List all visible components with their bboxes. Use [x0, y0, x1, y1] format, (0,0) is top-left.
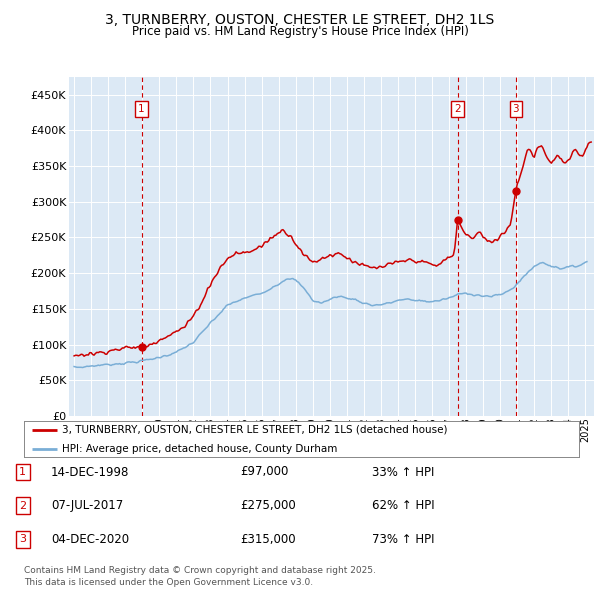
Text: 1: 1 [19, 467, 26, 477]
Text: Contains HM Land Registry data © Crown copyright and database right 2025.
This d: Contains HM Land Registry data © Crown c… [24, 566, 376, 587]
Text: 07-JUL-2017: 07-JUL-2017 [51, 499, 123, 512]
Text: 73% ↑ HPI: 73% ↑ HPI [372, 533, 434, 546]
Text: 3: 3 [512, 104, 519, 114]
Text: 04-DEC-2020: 04-DEC-2020 [51, 533, 129, 546]
Text: 62% ↑ HPI: 62% ↑ HPI [372, 499, 434, 512]
Text: Price paid vs. HM Land Registry's House Price Index (HPI): Price paid vs. HM Land Registry's House … [131, 25, 469, 38]
Text: HPI: Average price, detached house, County Durham: HPI: Average price, detached house, Coun… [62, 444, 337, 454]
Text: 3: 3 [19, 535, 26, 544]
Text: £275,000: £275,000 [240, 499, 296, 512]
Text: 2: 2 [19, 501, 26, 510]
Text: 1: 1 [139, 104, 145, 114]
Text: 3, TURNBERRY, OUSTON, CHESTER LE STREET, DH2 1LS: 3, TURNBERRY, OUSTON, CHESTER LE STREET,… [106, 13, 494, 27]
Text: £315,000: £315,000 [240, 533, 296, 546]
Text: 2: 2 [454, 104, 461, 114]
Text: 33% ↑ HPI: 33% ↑ HPI [372, 466, 434, 478]
Text: £97,000: £97,000 [240, 466, 289, 478]
Text: 14-DEC-1998: 14-DEC-1998 [51, 466, 130, 478]
Text: 3, TURNBERRY, OUSTON, CHESTER LE STREET, DH2 1LS (detached house): 3, TURNBERRY, OUSTON, CHESTER LE STREET,… [62, 425, 447, 435]
